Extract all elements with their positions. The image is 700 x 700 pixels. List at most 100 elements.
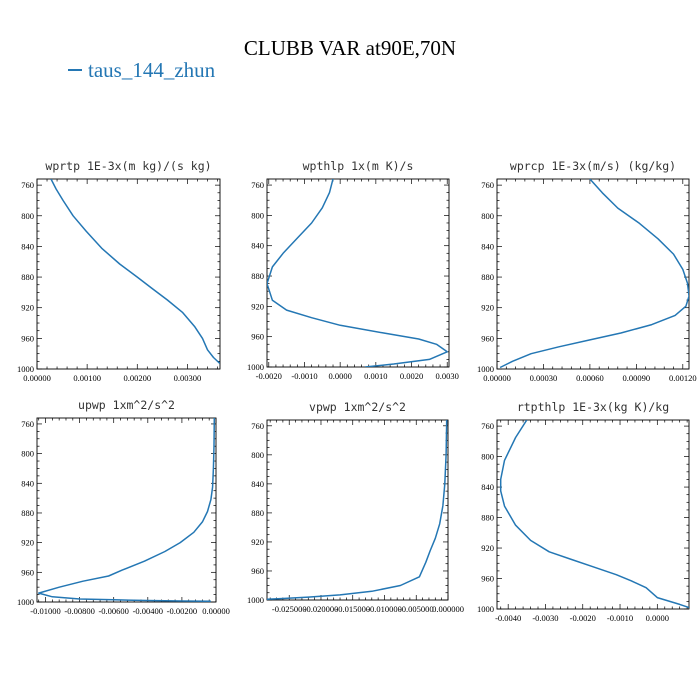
x-tick-label: -0.0040 [495,613,521,623]
series-line [267,420,448,600]
series-line [267,179,448,367]
figure-title: CLUBB VAR at90E,70N [243,36,457,60]
panel-1: wprtp 1E-3x(m kg)/(s kg) 760 800 840 880 920 9… [17,159,221,383]
y-tick-label: 800 [481,211,494,221]
plot-frame [36,178,221,370]
x-tick-label: -0.020000 [304,604,339,614]
y-tick-label: 880 [481,513,494,523]
x-tick-label: 0.00090 [623,373,651,383]
y-tick-label: 960 [21,567,34,577]
panel-2: wpthlp 1x(m K)/s7608008408809209601000-0… [247,159,459,381]
x-tick-label: 0.00100 [73,373,101,383]
y-tick-label: 880 [251,508,264,518]
legend-line-swatch [68,69,82,72]
x-tick-label: 0.00000 [202,606,230,616]
x-tick-label: 0.0000 [328,371,351,381]
y-tick-label: 920 [251,301,264,311]
x-tick-label: 0.00000 [483,373,511,383]
x-tick-label: -0.00600 [98,606,128,616]
y-tick-label: 920 [481,543,494,553]
x-tick-label: -0.015000 [335,604,370,614]
y-tick-label: 920 [251,537,264,547]
x-tick-label: 0.00300 [174,373,202,383]
panel-title: wprtp 1E-3x(m kg)/(s kg) [45,159,211,173]
series-line [37,418,216,602]
y-tick-label: 960 [481,574,494,584]
x-tick-label: 0.0030 [436,371,459,381]
y-tick-label: 760 [481,180,494,190]
plot-frame [496,178,690,370]
series-line [499,179,689,369]
x-tick-label: 0.00030 [530,373,558,383]
y-tick-label: 800 [21,211,34,221]
x-tick-label: -0.00200 [167,606,197,616]
y-tick-label: 960 [481,333,494,343]
x-tick-label: -0.0010 [291,371,317,381]
y-tick-label: 880 [21,272,34,282]
y-tick-label: 760 [481,421,494,431]
y-tick-label: 800 [21,449,34,459]
y-tick-label: 1000 [247,595,264,605]
y-tick-label: 800 [481,452,494,462]
panel-title: wprcp 1E-3x(m/s) (kg/kg) [510,159,676,173]
y-tick-label: 1000 [247,362,264,372]
y-tick-label: 840 [481,241,494,251]
x-tick-label: 0.0020 [400,371,423,381]
y-tick-label: 1000 [477,604,494,614]
y-tick-label: 960 [251,566,264,576]
plot-frame [266,419,449,601]
panel-title: wpthlp 1x(m K)/s [303,159,414,173]
y-tick-label: 840 [21,478,34,488]
y-tick-label: 880 [21,508,34,518]
y-tick-label: 840 [481,482,494,492]
x-tick-label: -0.01000 [30,606,60,616]
x-tick-label: -0.0020 [570,613,596,623]
x-tick-label: 0.00060 [576,373,604,383]
panel-title: rtpthlp 1E-3x(kg K)/kg [517,400,669,414]
y-tick-label: 920 [21,538,34,548]
y-tick-label: 1000 [477,364,494,374]
x-tick-label: -0.010000 [367,604,402,614]
y-tick-label: 920 [21,303,34,313]
panel-5: vpwp 1xm^2/s^2 760 800 840 880 920 960 1000 -0.0… [247,400,464,614]
y-tick-label: 840 [251,241,264,251]
y-tick-label: 880 [481,272,494,282]
legend: taus_144_zhun [68,58,215,83]
legend-label: taus_144_zhun [88,58,216,82]
panel-6: rtpthlp 1E-3x(kg K)/kg 760 800 840 880 920 960… [477,400,690,623]
y-tick-label: 800 [251,450,264,460]
y-tick-label: 760 [21,419,34,429]
series-line [499,420,689,609]
x-tick-label: 0.00200 [123,373,151,383]
panel-title: upwp 1xm^2/s^2 [78,398,175,412]
y-tick-label: 1000 [17,364,34,374]
x-tick-label: 0.000000 [432,604,464,614]
x-tick-label: 0.00120 [669,373,697,383]
y-tick-label: 760 [251,421,264,431]
y-tick-label: 840 [21,241,34,251]
panel-title: vpwp 1xm^2/s^2 [309,400,406,414]
y-tick-label: 920 [481,303,494,313]
plot-frame [496,419,690,610]
x-tick-label: 0.0010 [364,371,387,381]
panel-4: upwp 1xm^2/s^27608008408809209601000-0.0… [17,398,230,616]
x-tick-label: -0.00800 [64,606,94,616]
y-tick-label: 1000 [17,597,34,607]
y-tick-label: 800 [251,210,264,220]
x-tick-label: -0.0020 [256,371,282,381]
plot-frame [266,178,450,368]
panel-3: wprcp 1E-3x(m/s) (kg/kg) 760 800 840 880 920 9… [477,159,697,383]
plot-frame [36,417,217,603]
x-tick-label: -0.00400 [133,606,163,616]
y-tick-label: 840 [251,479,264,489]
x-tick-label: -0.005000 [399,604,434,614]
x-tick-label: 0.00000 [23,373,51,383]
y-tick-label: 960 [251,332,264,342]
y-tick-label: 760 [21,180,34,190]
x-tick-label: -0.0030 [532,613,558,623]
x-tick-label: -0.0010 [607,613,633,623]
x-tick-label: 0.0000 [646,613,669,623]
series-line [50,179,220,365]
